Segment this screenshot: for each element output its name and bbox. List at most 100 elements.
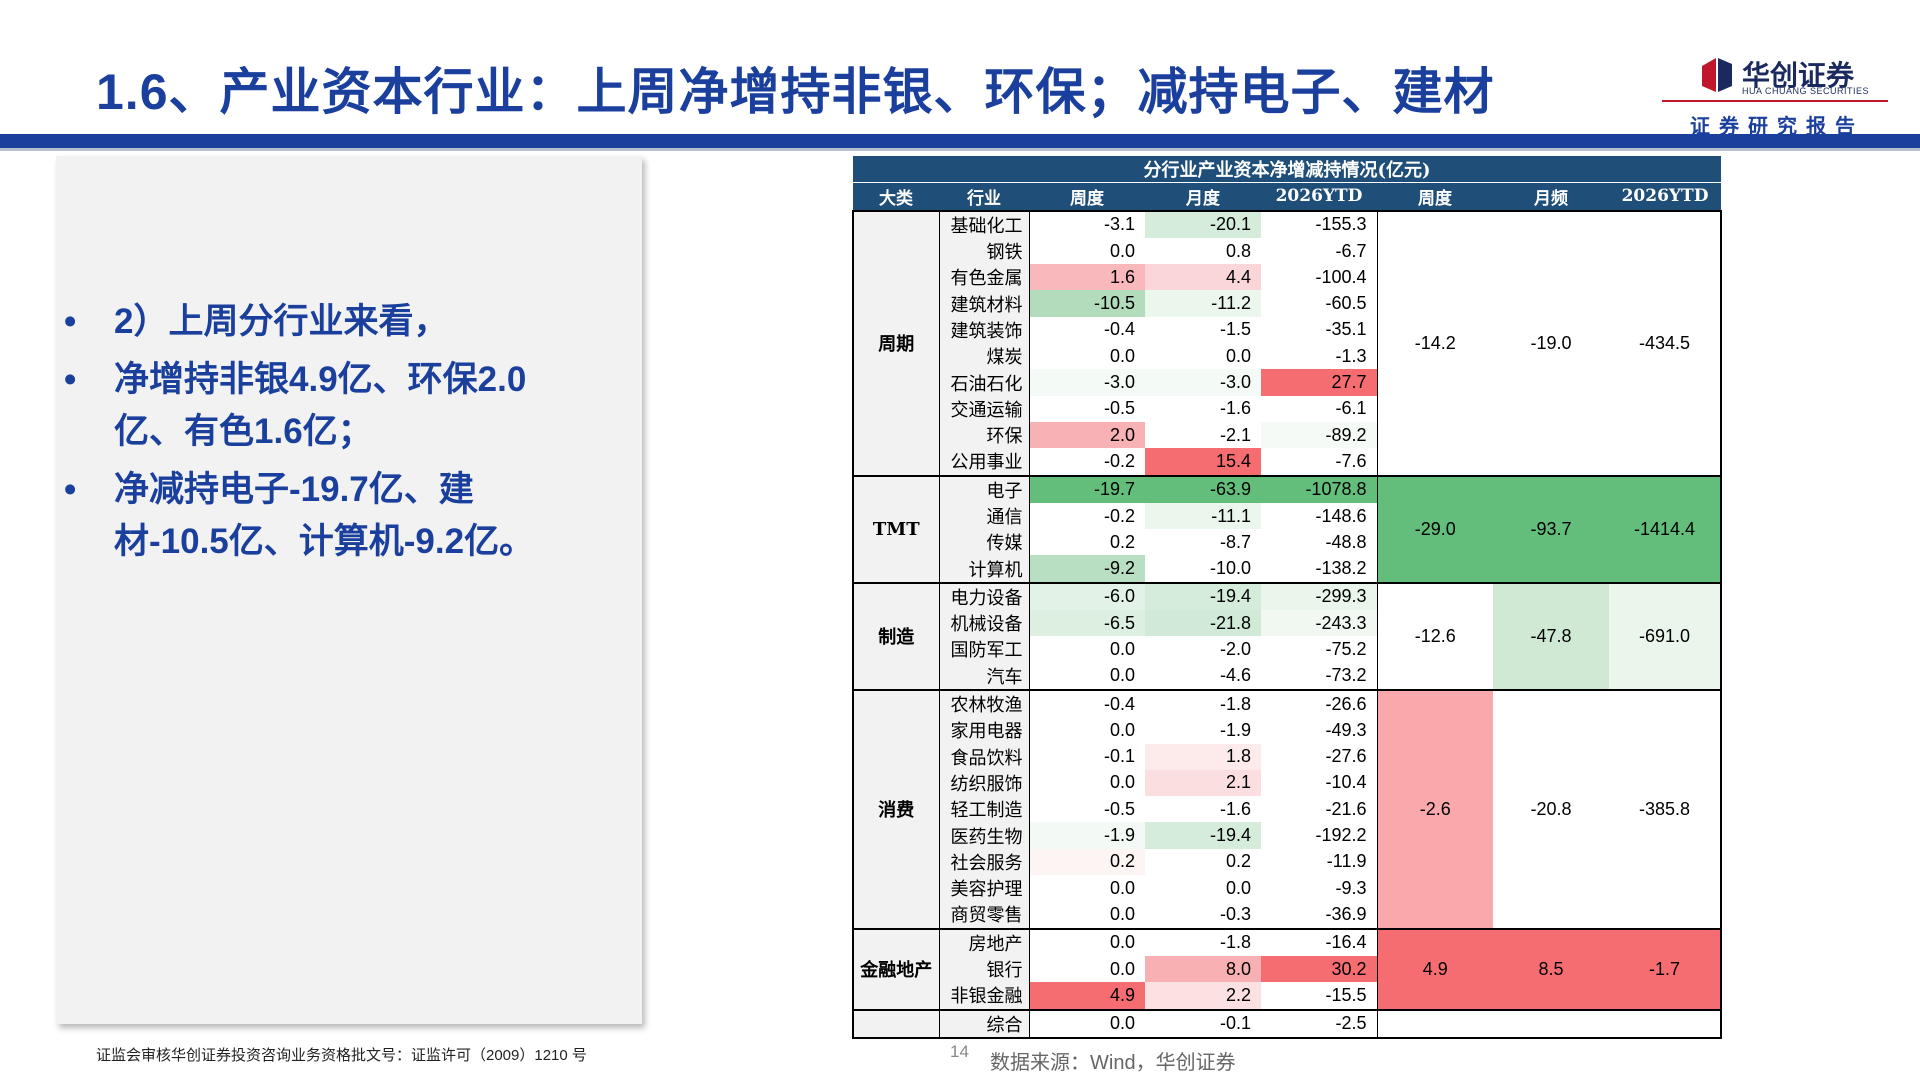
ytd-value-cell: -155.3 xyxy=(1261,209,1377,238)
summary-monthly-cell: -47.8 xyxy=(1493,581,1609,690)
table-row: 纺织服饰 0.0 2.1 -10.4 xyxy=(853,769,1721,797)
monthly-value-cell: -2.1 xyxy=(1145,421,1261,449)
summary-monthly-cell: -93.7 xyxy=(1493,474,1609,583)
weekly-value-cell: -1.9 xyxy=(1029,822,1145,849)
table-row: 建筑材料 -10.5 -11.2 -60.5 xyxy=(853,290,1721,317)
industry-table: 分行业产业资本净增减持情况(亿元) 大类 行业 周度 月度 2026YTD 周度… xyxy=(852,156,1723,1039)
table-row: 非银金融 4.9 2.2 -15.5 xyxy=(853,982,1721,1010)
industry-name-cell: 建筑装饰 xyxy=(939,316,1030,344)
monthly-value-cell: -11.2 xyxy=(1145,290,1261,317)
ytd-value-cell: -48.8 xyxy=(1261,529,1377,556)
monthly-value-cell: -19.4 xyxy=(1145,822,1261,849)
table-body: 周期 基础化工 -3.1 -20.1 -155.3 -14.2 -19.0 -434.5 钢铁 0… xyxy=(852,209,1723,1039)
monthly-value-cell: 2.2 xyxy=(1145,982,1261,1010)
ytd-value-cell: 30.2 xyxy=(1261,955,1377,983)
weekly-value-cell: 0.2 xyxy=(1029,848,1145,876)
ytd-value-cell: -89.2 xyxy=(1261,421,1377,449)
summary-ytd-cell: -1414.4 xyxy=(1609,474,1723,583)
monthly-value-cell: -3.0 xyxy=(1145,369,1261,396)
ytd-value-cell: -16.4 xyxy=(1261,927,1377,956)
ytd-value-cell: -35.1 xyxy=(1261,316,1377,344)
monthly-value-cell: -10.0 xyxy=(1145,555,1261,583)
summary-weekly-cell: 4.9 xyxy=(1376,927,1493,1010)
ytd-value-cell: -11.9 xyxy=(1261,848,1377,876)
weekly-value-cell: -6.0 xyxy=(1029,581,1145,611)
summary-weekly-cell: -14.2 xyxy=(1376,209,1493,476)
weekly-value-cell: -0.2 xyxy=(1029,448,1145,476)
industry-name-cell: 社会服务 xyxy=(939,848,1030,876)
summary-ytd-cell: -1.7 xyxy=(1609,927,1723,1010)
table-row: 医药生物 -1.9 -19.4 -192.2 xyxy=(853,822,1721,849)
monthly-value-cell: -1.6 xyxy=(1145,796,1261,823)
industry-name-cell: 公用事业 xyxy=(939,448,1030,476)
commentary-panel xyxy=(56,156,642,1024)
monthly-value-cell: 0.8 xyxy=(1145,237,1261,265)
table-row: 交通运输 -0.5 -1.6 -6.1 xyxy=(853,395,1721,422)
industry-name-cell: 农林牧渔 xyxy=(939,688,1030,718)
col-header: 周度 xyxy=(1377,182,1493,211)
col-header: 周度 xyxy=(1029,182,1145,211)
col-header: 月频 xyxy=(1493,182,1609,211)
monthly-value-cell: -21.8 xyxy=(1145,610,1261,637)
bullet-text: 净减持电子-19.7亿、建材-10.5亿、计算机-9.2亿。 xyxy=(114,470,535,561)
ytd-value-cell: -9.3 xyxy=(1261,875,1377,902)
ytd-value-cell: -73.2 xyxy=(1261,662,1377,690)
company-logo: 华创证券 HUA CHUANG SECURITIES xyxy=(1700,50,1869,100)
weekly-value-cell: -10.5 xyxy=(1029,290,1145,317)
col-header: 2026YTD xyxy=(1261,182,1377,211)
table-row: 食品饮料 -0.1 1.8 -27.6 xyxy=(853,743,1721,770)
ytd-value-cell: -36.9 xyxy=(1261,901,1377,929)
weekly-value-cell: -0.2 xyxy=(1029,502,1145,530)
table-row: 计算机 -9.2 -10.0 -138.2 xyxy=(853,555,1721,583)
summary-weekly-cell: -12.6 xyxy=(1376,581,1493,690)
table-row: 消费 农林牧渔 -0.4 -1.8 -26.6 -2.6 -20.8 -385.8 xyxy=(852,688,1723,929)
table-row: 建筑装饰 -0.4 -1.5 -35.1 xyxy=(853,316,1721,344)
summary-weekly-cell: -2.6 xyxy=(1376,688,1493,929)
ytd-value-cell: -243.3 xyxy=(1261,610,1377,637)
table-row: 轻工制造 -0.5 -1.6 -21.6 xyxy=(853,796,1721,823)
summary-weekly-cell: -29.0 xyxy=(1376,474,1493,583)
monthly-value-cell: -2.0 xyxy=(1145,636,1261,663)
table-row: 国防军工 0.0 -2.0 -75.2 xyxy=(853,636,1721,663)
header-bar-shadow xyxy=(0,148,1920,151)
ytd-value-cell: -100.4 xyxy=(1261,264,1377,291)
col-header: 2026YTD xyxy=(1609,182,1722,211)
monthly-value-cell: -0.3 xyxy=(1145,901,1261,929)
ytd-value-cell: -6.7 xyxy=(1261,237,1377,265)
weekly-value-cell: 0.0 xyxy=(1029,237,1145,265)
monthly-value-cell: -1.8 xyxy=(1145,927,1261,956)
summary-ytd-cell: -385.8 xyxy=(1609,688,1723,929)
summary-monthly-cell: -20.8 xyxy=(1493,688,1609,929)
bullet-dot-icon: • xyxy=(64,360,77,399)
table-row: 石油石化 -3.0 -3.0 27.7 xyxy=(853,369,1721,396)
weekly-value-cell: 0.0 xyxy=(1029,769,1145,797)
ytd-value-cell: 27.7 xyxy=(1261,369,1377,396)
table-row: 美容护理 0.0 0.0 -9.3 xyxy=(853,875,1721,902)
weekly-value-cell: -3.0 xyxy=(1029,369,1145,396)
weekly-value-cell: 0.0 xyxy=(1029,717,1145,744)
table-row: 家用电器 0.0 -1.9 -49.3 xyxy=(853,717,1721,744)
monthly-value-cell: -20.1 xyxy=(1145,209,1261,238)
industry-name-cell: 有色金属 xyxy=(939,264,1030,291)
ytd-value-cell: -15.5 xyxy=(1261,982,1377,1010)
monthly-value-cell: -63.9 xyxy=(1145,474,1261,503)
industry-name-cell: 煤炭 xyxy=(939,343,1030,370)
table-header-row: 大类 行业 周度 月度 2026YTD 周度 月频 2026YTD xyxy=(853,182,1722,211)
weekly-value-cell: 0.0 xyxy=(1029,662,1145,690)
category-cell: 金融地产 xyxy=(852,927,940,1010)
industry-name-cell: 纺织服饰 xyxy=(939,769,1030,797)
industry-name-cell: 交通运输 xyxy=(939,395,1030,422)
page-number: 14 xyxy=(950,1042,969,1061)
table-row: 商贸零售 0.0 -0.3 -36.9 xyxy=(853,901,1721,929)
monthly-value-cell: 2.1 xyxy=(1145,769,1261,797)
weekly-value-cell: -0.4 xyxy=(1029,688,1145,718)
ytd-value-cell: -7.6 xyxy=(1261,448,1377,476)
monthly-value-cell: 0.0 xyxy=(1145,875,1261,902)
ytd-value-cell: -60.5 xyxy=(1261,290,1377,317)
weekly-value-cell: 4.9 xyxy=(1029,982,1145,1010)
ytd-value-cell: -10.4 xyxy=(1261,769,1377,797)
ytd-value-cell: -192.2 xyxy=(1261,822,1377,849)
weekly-value-cell: -19.7 xyxy=(1029,474,1145,503)
license-note: 证监会审核华创证券投资咨询业务资格批文号：证监许可（2009）1210 号 xyxy=(96,1047,587,1064)
summary-ytd-cell: -434.5 xyxy=(1609,209,1723,476)
